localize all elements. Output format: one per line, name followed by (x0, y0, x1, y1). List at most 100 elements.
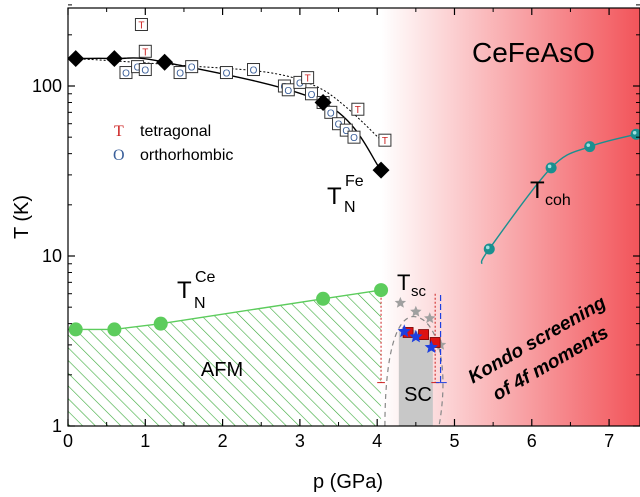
sc-label: SC (404, 384, 432, 406)
tn-fe-point (105, 50, 123, 68)
coh-point-highlight (547, 164, 552, 169)
tn-fe-point (156, 53, 174, 71)
orthorhombic-marker: O (141, 66, 149, 77)
tetragonal-point: T (351, 102, 365, 116)
x-tick-label: 7 (604, 431, 614, 451)
orthorhombic-point: O (324, 105, 338, 119)
x-tick-label: 2 (218, 431, 228, 451)
y-axis-label: T (K) (11, 195, 33, 239)
tetragonal-box (301, 71, 315, 85)
coh-point (483, 243, 495, 255)
orthorhombic-marker: O (134, 63, 142, 74)
orthorhombic-box (138, 63, 152, 77)
tsc-blue-star (409, 329, 423, 343)
tetragonal-point: T (134, 18, 148, 32)
sc-boundary-dashed (384, 316, 444, 426)
tn-ce-label-sub: N (194, 295, 206, 312)
tetragonal-marker: T (382, 136, 388, 147)
tn-fe-label-main: T (327, 183, 342, 210)
tn-ce-label: T Ce N (177, 269, 216, 312)
tn-fe-label-sup: Fe (345, 173, 364, 190)
coh-point-highlight (586, 143, 591, 147)
x-tick-label: 4 (372, 431, 382, 451)
x-axis: 0 1 2 3 4 5 6 7 (63, 8, 614, 451)
x-tick-label: 0 (63, 431, 73, 451)
orthorhombic-marker: O (250, 66, 258, 77)
tetragonal-point: T (301, 71, 315, 85)
x-tick-label: 5 (449, 431, 459, 451)
orthorhombic-marker: O (327, 108, 335, 119)
tn-fe-label: T Fe N (327, 173, 364, 216)
orthorhombic-point: O (138, 63, 152, 77)
orthorhombic-point: O (304, 87, 318, 101)
legend: T tetragonal O orthorhombic (113, 123, 233, 164)
orthorhombic-point: O (219, 66, 233, 80)
tetragonal-box (138, 44, 152, 58)
data-marks: OOOOOOOOOOOOOOOOTTTTTT (68, 18, 640, 354)
y-tick-label: 100 (32, 76, 62, 96)
orthorhombic-box (185, 60, 199, 74)
tn-ce-point (107, 322, 122, 337)
tsc-label: T sc (397, 270, 427, 300)
tn-ce-point (316, 291, 331, 306)
tcoh-label-main: T (530, 177, 545, 204)
orthorhombic-box (281, 83, 295, 97)
orthorhombic-marker: O (122, 69, 130, 80)
tsc-gray-star (424, 312, 436, 324)
coh-point-highlight (485, 245, 490, 250)
tn-fe-label-sub: N (344, 199, 356, 216)
x-axis-label: p (GPa) (313, 471, 383, 493)
coh-point (584, 141, 596, 153)
orthorhombic-marker: O (176, 69, 184, 80)
tetragonal-point: T (138, 44, 152, 58)
orthorhombic-marker: O (188, 63, 196, 74)
orthorhombic-point: O (247, 63, 261, 77)
tsc-gray-star (410, 305, 422, 317)
orthorhombic-marker: O (223, 69, 231, 80)
orthorhombic-box (347, 130, 361, 144)
orthorhombic-marker: O (350, 133, 358, 144)
orthorhombic-point: O (281, 83, 295, 97)
orthorhombic-marker: O (284, 86, 292, 97)
orthorhombic-marker: O (342, 126, 350, 137)
tn-ce-point (68, 322, 83, 337)
legend-label-tetragonal: tetragonal (140, 123, 211, 140)
tsc-blue-star (424, 340, 438, 354)
tetragonal-point: T (378, 133, 392, 147)
tetragonal-marker: T (305, 74, 311, 85)
legend-symbol-tetragonal: T (114, 123, 124, 140)
orthorhombic-box (219, 66, 233, 80)
coh-point (545, 162, 557, 174)
tn-ce-point (374, 283, 389, 298)
orthorhombic-point: O (119, 66, 133, 80)
tetragonal-marker: T (138, 21, 144, 32)
tetragonal-marker: T (142, 47, 148, 58)
tsc-label-sub: sc (411, 283, 427, 300)
orthorhombic-point: O (185, 60, 199, 74)
tetragonal-marker: T (355, 105, 361, 116)
afm-region (68, 290, 382, 426)
afm-label: AFM (201, 359, 243, 381)
tetragonal-box (351, 102, 365, 116)
tetragonal-box (378, 133, 392, 147)
tetragonal-box (134, 18, 148, 32)
tcoh-label: T coh (530, 177, 571, 209)
orthorhombic-marker: O (308, 90, 316, 101)
tsc-label-main: T (397, 270, 410, 295)
chart-title: CeFeAsO (472, 37, 595, 68)
x-tick-label: 1 (140, 431, 150, 451)
x-tick-label: 6 (527, 431, 537, 451)
x-tick-label: 3 (295, 431, 305, 451)
y-tick-label: 10 (42, 246, 62, 266)
sc-region (398, 328, 433, 426)
legend-symbol-orthorhombic: O (113, 147, 125, 164)
plot-frame (67, 7, 640, 427)
axes: 0 1 2 3 4 5 6 7 1 10 100 p (GPa) T (K) (11, 4, 640, 493)
tn-fe-point (314, 93, 332, 111)
orthorhombic-box (324, 105, 338, 119)
tsc-blue-star (397, 324, 411, 338)
tcoh-label-sub: coh (545, 192, 571, 209)
orthorhombic-marker: O (335, 120, 343, 131)
orthorhombic-marker: O (296, 78, 304, 89)
orthorhombic-point: O (173, 66, 187, 80)
